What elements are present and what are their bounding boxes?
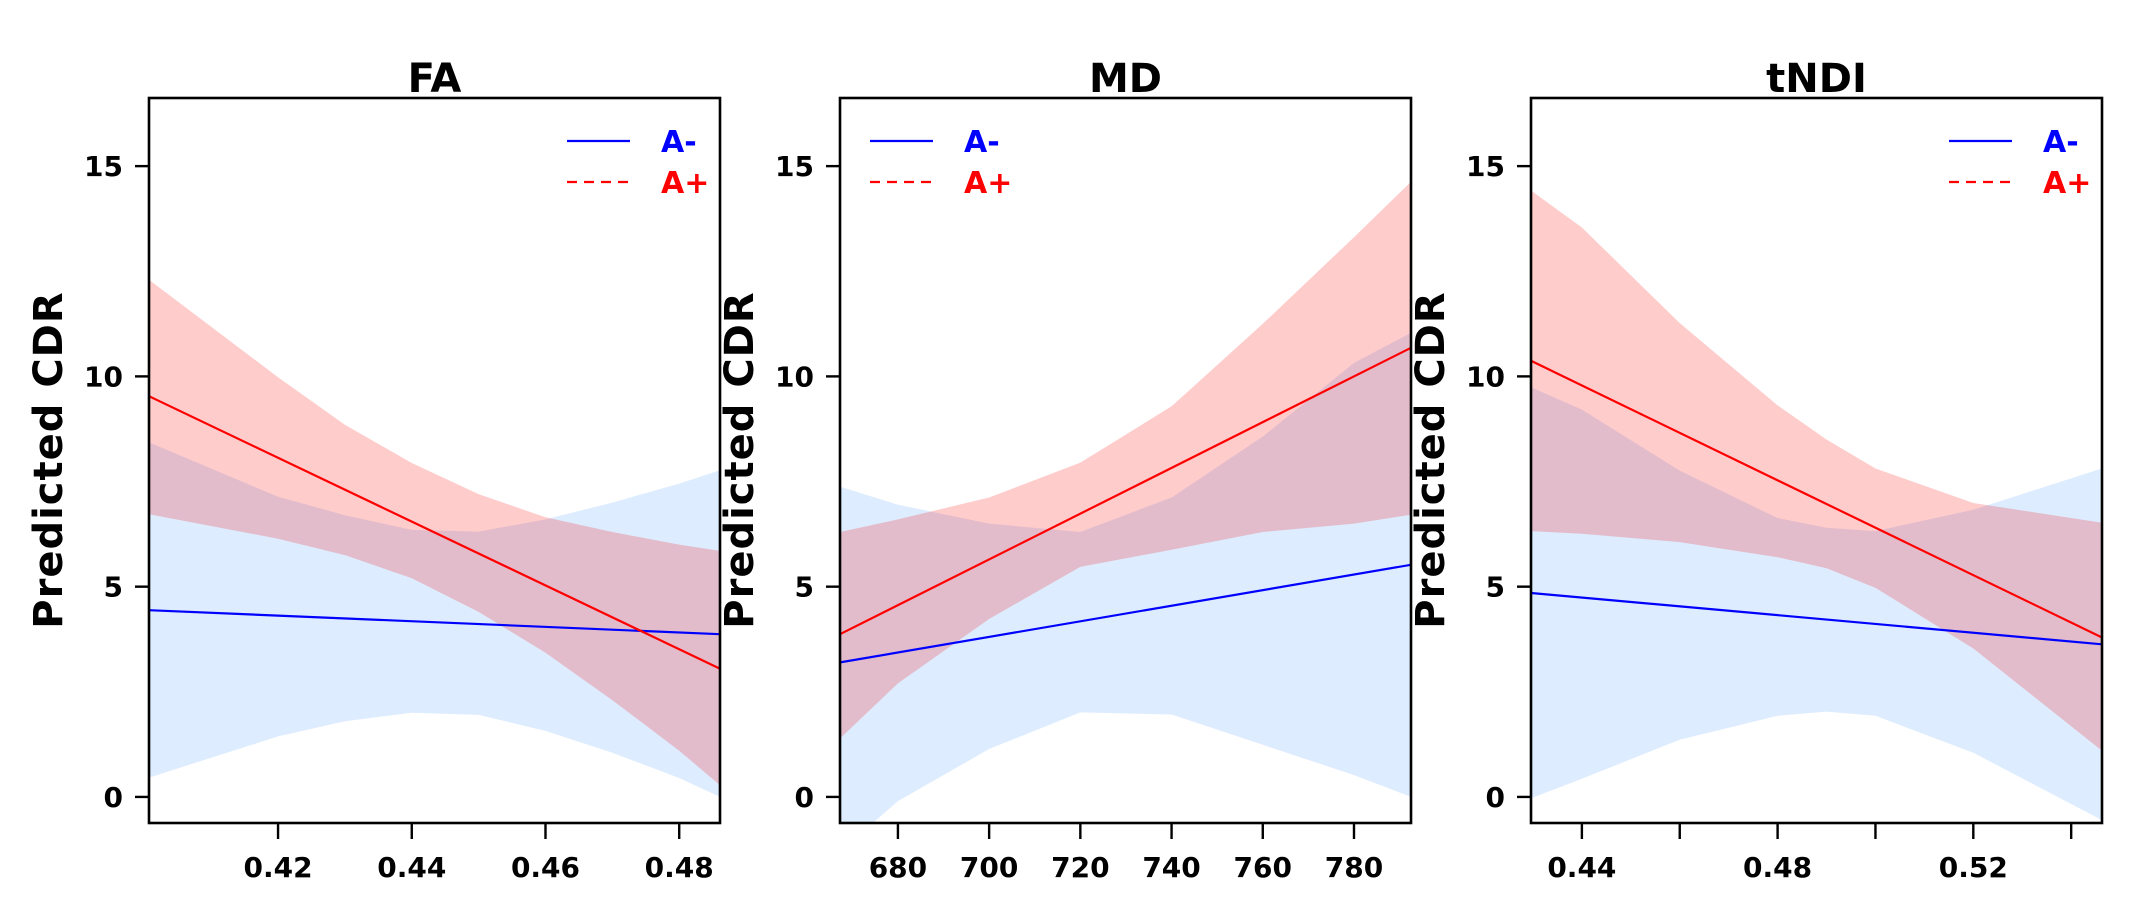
y-tick-label: 10	[1466, 360, 1505, 393]
fit-line-a-minus	[149, 609, 720, 636]
confidence-bands	[1531, 190, 2102, 821]
x-tick-label: 680	[869, 851, 927, 884]
confidence-band-a-plus	[840, 181, 1411, 739]
x-tick-label: 0.52	[1939, 851, 2008, 884]
panel-tndi: tNDI Predicted CDR 0 5 10 15 0.44 0.48 0.52 A…	[1408, 56, 2104, 884]
y-axis: 0 5 10 15	[1466, 150, 1531, 814]
x-tick-label: 760	[1234, 851, 1292, 884]
y-tick-label: 15	[775, 150, 814, 183]
x-tick-label: 0.44	[377, 851, 446, 884]
y-axis-label: Predicted CDR	[1408, 291, 1454, 628]
y-tick-label: 10	[775, 360, 814, 393]
x-tick-label: 700	[960, 851, 1018, 884]
y-tick-label: 15	[84, 150, 123, 183]
legend-label-a-minus: A-	[2043, 125, 2079, 160]
x-axis: 0.42 0.44 0.46 0.48	[243, 823, 714, 884]
confidence-band-a-minus	[149, 442, 720, 797]
y-tick-label: 0	[795, 781, 814, 814]
legend-label-a-plus: A+	[661, 166, 709, 201]
fit-lines	[840, 346, 1411, 664]
legend-label-a-minus: A-	[661, 125, 697, 160]
x-axis: 680 700 720 740 760 780	[869, 823, 1383, 884]
confidence-band-a-minus	[840, 332, 1411, 823]
legend-label-a-minus: A-	[964, 125, 1000, 160]
y-axis-label: Predicted CDR	[26, 291, 72, 628]
panel-title: FA	[408, 56, 462, 102]
legend-label-a-plus: A+	[964, 166, 1012, 201]
legend-label-a-plus: A+	[2043, 166, 2091, 201]
x-tick-label: 0.48	[1743, 851, 1812, 884]
panel-title: MD	[1089, 56, 1162, 102]
fit-line-a-plus	[1531, 359, 2102, 639]
panel-md: MD Predicted CDR 0 5 10 15 680 700 720 740 760 7…	[717, 56, 1413, 884]
legend: A- A+	[567, 125, 709, 201]
x-tick-label: 0.48	[645, 851, 714, 884]
y-axis-label: Predicted CDR	[717, 291, 763, 628]
confidence-band-a-minus	[1531, 387, 2102, 821]
plot-frame	[1529, 96, 2104, 825]
confidence-band-a-plus	[1531, 190, 2102, 751]
panel-title: tNDI	[1766, 56, 1867, 102]
confidence-bands	[840, 181, 1411, 823]
y-tick-label: 0	[1486, 781, 1505, 814]
confidence-bands	[149, 279, 720, 797]
panel-fa: FA Predicted CDR 0 5 10 15 0.42 0.44 0.46 0.48…	[26, 56, 722, 884]
y-tick-label: 5	[1486, 571, 1505, 604]
x-axis: 0.44 0.48 0.52	[1547, 823, 2073, 884]
y-tick-label: 5	[795, 571, 814, 604]
x-tick-label: 780	[1325, 851, 1383, 884]
y-tick-label: 5	[104, 571, 123, 604]
x-tick-label: 740	[1142, 851, 1200, 884]
legend: A- A+	[870, 125, 1012, 201]
fit-lines	[149, 395, 720, 670]
fit-line-a-plus	[149, 395, 720, 670]
plot-frame	[838, 96, 1413, 825]
x-tick-label: 720	[1051, 851, 1109, 884]
y-axis: 0 5 10 15	[84, 150, 149, 814]
y-axis: 0 5 10 15	[775, 150, 840, 814]
fit-lines	[1531, 359, 2102, 646]
fit-line-a-minus	[840, 563, 1411, 664]
y-tick-label: 0	[104, 781, 123, 814]
y-tick-label: 15	[1466, 150, 1505, 183]
x-tick-label: 0.42	[243, 851, 312, 884]
x-tick-label: 0.44	[1547, 851, 1616, 884]
legend: A- A+	[1949, 125, 2091, 201]
plot-frame	[147, 96, 722, 825]
y-tick-label: 10	[84, 360, 123, 393]
fit-line-a-plus	[840, 346, 1411, 636]
fit-line-a-minus	[1531, 591, 2102, 646]
x-tick-label: 0.46	[511, 851, 580, 884]
